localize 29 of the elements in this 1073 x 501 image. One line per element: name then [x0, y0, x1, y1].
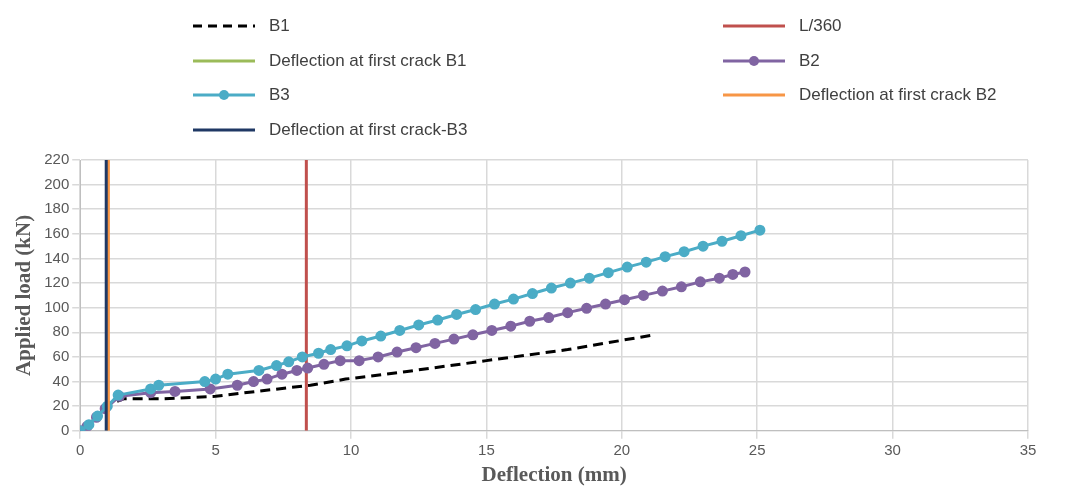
y-tick-label: 100	[44, 297, 70, 315]
y-tick-label: 80	[52, 322, 70, 340]
y-tick-label: 200	[44, 174, 70, 192]
y-tick-label: 220	[44, 150, 70, 168]
x-axis-title: Deflection (mm)	[481, 461, 627, 486]
y-tick-label: 60	[52, 347, 70, 365]
y-tick-label: 0	[60, 420, 70, 438]
x-tick-label: 25	[748, 440, 766, 458]
y-tick-label: 40	[52, 371, 70, 389]
y-tick-label: 180	[44, 199, 70, 217]
x-tick-label: 35	[1019, 440, 1037, 458]
y-tick-label: 120	[44, 273, 70, 291]
x-tick-label: 0	[76, 440, 85, 458]
legend-label: B2	[799, 50, 820, 71]
y-tick-label: 160	[44, 224, 70, 241]
x-tick-label: 30	[884, 440, 901, 458]
legend-label: B3	[269, 85, 290, 105]
legend-label: B1	[269, 16, 290, 36]
legend-label: Deflection at first crack B1	[269, 50, 467, 71]
x-tick-label: 15	[478, 440, 495, 458]
legend-label: L/360	[799, 16, 842, 36]
y-tick-label: 140	[44, 248, 70, 266]
x-tick-label: 20	[613, 440, 631, 458]
legend-label: Deflection at first crack B2	[799, 85, 997, 105]
y-tick-label: 20	[52, 396, 70, 414]
x-tick-label: 10	[342, 440, 360, 458]
y-axis-title: Applied load (kN)	[11, 214, 36, 376]
legend-label: Deflection at first crack-B3	[269, 119, 468, 140]
x-tick-label: 5	[211, 440, 220, 458]
